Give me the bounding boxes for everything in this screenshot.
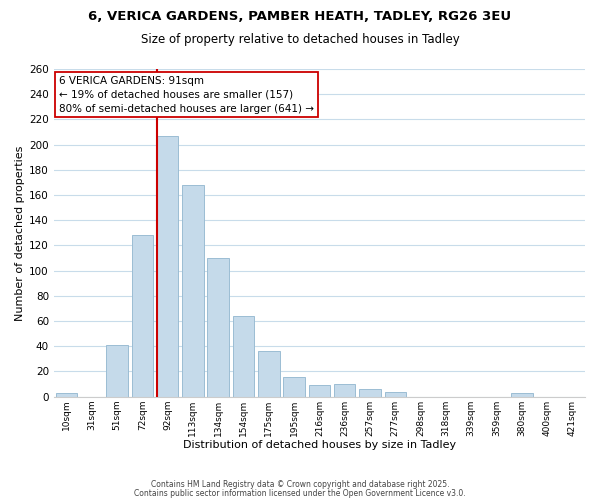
X-axis label: Distribution of detached houses by size in Tadley: Distribution of detached houses by size … (183, 440, 456, 450)
Bar (511, 393, 533, 396)
Bar (233, 316, 254, 396)
Bar (359, 389, 381, 396)
Text: 6, VERICA GARDENS, PAMBER HEATH, TADLEY, RG26 3EU: 6, VERICA GARDENS, PAMBER HEATH, TADLEY,… (88, 10, 512, 23)
Bar (208, 258, 229, 396)
Bar (385, 392, 406, 396)
Text: Contains HM Land Registry data © Crown copyright and database right 2025.: Contains HM Land Registry data © Crown c… (151, 480, 449, 489)
Bar (283, 376, 305, 396)
Bar (56, 393, 77, 396)
Bar (334, 384, 355, 396)
Bar (258, 352, 280, 397)
Bar (106, 345, 128, 397)
Bar (157, 136, 178, 396)
Bar (182, 185, 203, 396)
Text: Contains public sector information licensed under the Open Government Licence v3: Contains public sector information licen… (134, 488, 466, 498)
Bar (308, 386, 330, 396)
Text: 6 VERICA GARDENS: 91sqm
← 19% of detached houses are smaller (157)
80% of semi-d: 6 VERICA GARDENS: 91sqm ← 19% of detache… (59, 76, 314, 114)
Y-axis label: Number of detached properties: Number of detached properties (15, 145, 25, 320)
Text: Size of property relative to detached houses in Tadley: Size of property relative to detached ho… (140, 32, 460, 46)
Bar (131, 236, 153, 396)
